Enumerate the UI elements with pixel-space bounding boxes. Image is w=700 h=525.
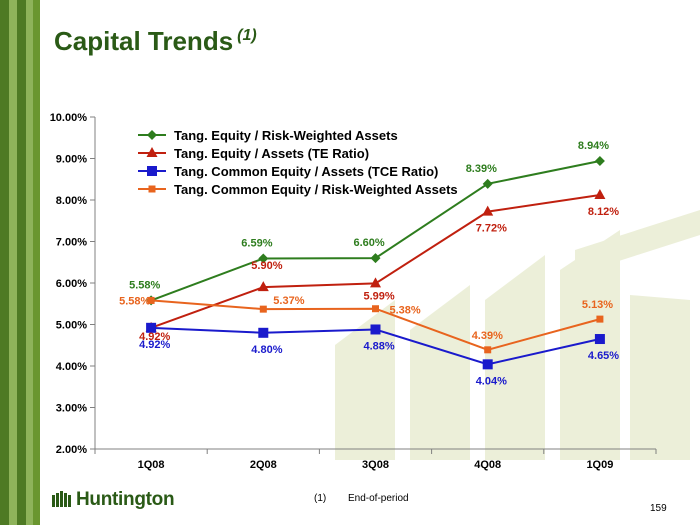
series-2 bbox=[145, 189, 606, 332]
y-tick-label: 10.00% bbox=[50, 112, 88, 124]
watermark-shape-1 bbox=[335, 300, 395, 460]
data-label: 5.58% bbox=[119, 295, 150, 307]
legend-item-3: Tang. Common Equity / Assets (TCE Ratio) bbox=[138, 164, 438, 179]
x-tick-label: 2Q08 bbox=[250, 459, 277, 471]
data-point bbox=[594, 189, 606, 200]
data-label: 4.39% bbox=[472, 330, 503, 342]
legend-item-1: Tang. Equity / Risk-Weighted Assets bbox=[138, 128, 398, 143]
y-tick-label: 4.00% bbox=[56, 361, 87, 373]
watermark-shape-5 bbox=[630, 295, 690, 460]
data-point bbox=[482, 205, 494, 216]
x-tick-label: 1Q08 bbox=[138, 459, 165, 471]
huntington-logo-icon bbox=[52, 491, 71, 507]
data-label: 5.58% bbox=[129, 279, 160, 291]
data-label: 7.72% bbox=[476, 223, 507, 235]
legend-label: Tang. Common Equity / Risk-Weighted Asse… bbox=[174, 182, 458, 197]
data-point bbox=[259, 305, 267, 313]
data-point bbox=[482, 178, 493, 189]
data-point bbox=[596, 315, 604, 323]
sidebar-stripe-2 bbox=[9, 0, 17, 525]
watermark-shape-4 bbox=[560, 230, 620, 460]
capital-trends-chart: 2.00% 3.00% 4.00% 5.00% 6.00% 7.00% 8.00% 9.00%… bbox=[50, 112, 700, 471]
footnote-text: End-of-period bbox=[348, 493, 409, 504]
legend-marker bbox=[146, 147, 158, 157]
data-labels-layer: 5.58% 6.59% 6.60% 8.39% 8.94% 4.92% 5.90% 5.99%… bbox=[119, 140, 619, 387]
series-4 bbox=[147, 296, 604, 354]
data-label: 4.88% bbox=[364, 340, 395, 352]
data-label: 8.94% bbox=[578, 140, 609, 152]
y-tick-label: 7.00% bbox=[56, 237, 87, 249]
data-point bbox=[482, 359, 493, 370]
y-tick-label: 6.00% bbox=[56, 278, 87, 290]
data-point bbox=[594, 334, 605, 345]
y-tick-label: 5.00% bbox=[56, 320, 87, 332]
x-tick-label: 4Q08 bbox=[474, 459, 501, 471]
footnote: (1) End-of-period bbox=[314, 493, 409, 504]
sidebar-stripe-3 bbox=[17, 0, 26, 525]
legend-item-4: Tang. Common Equity / Risk-Weighted Asse… bbox=[138, 182, 458, 197]
title-footnote-marker: (1) bbox=[237, 27, 257, 45]
legend-label: Tang. Equity / Assets (TE Ratio) bbox=[174, 146, 369, 161]
data-point bbox=[484, 346, 492, 354]
data-label: 6.60% bbox=[354, 237, 385, 249]
watermark-shape-2 bbox=[410, 285, 470, 460]
data-point bbox=[370, 253, 381, 264]
sidebar-stripe-5 bbox=[33, 0, 40, 525]
x-tick-label: 3Q08 bbox=[362, 459, 389, 471]
data-point bbox=[258, 327, 269, 338]
y-tick-label: 9.00% bbox=[56, 154, 87, 166]
data-label: 4.92% bbox=[139, 339, 170, 351]
series-layer bbox=[145, 155, 606, 370]
data-label: 5.90% bbox=[251, 260, 282, 272]
data-point bbox=[257, 281, 269, 292]
series-3 bbox=[146, 322, 605, 370]
decorative-sidebar bbox=[0, 0, 40, 525]
data-label: 8.39% bbox=[466, 163, 497, 175]
series-1 bbox=[146, 155, 605, 306]
legend-label: Tang. Equity / Risk-Weighted Assets bbox=[174, 128, 398, 143]
data-label: 5.13% bbox=[582, 299, 613, 311]
footnote-number: (1) bbox=[314, 493, 327, 504]
watermark-shape-6 bbox=[575, 210, 700, 275]
data-point bbox=[258, 253, 269, 264]
y-tick-label: 3.00% bbox=[56, 403, 87, 415]
data-point bbox=[370, 324, 381, 335]
chart-axes: 2.00% 3.00% 4.00% 5.00% 6.00% 7.00% 8.00% 9.00%… bbox=[50, 112, 657, 471]
huntington-logo-text: Huntington bbox=[76, 489, 175, 510]
legend-marker bbox=[147, 130, 157, 140]
y-tick-label: 8.00% bbox=[56, 195, 87, 207]
data-point bbox=[146, 322, 157, 333]
data-point bbox=[372, 305, 379, 313]
data-label: 5.37% bbox=[273, 295, 304, 307]
legend-label: Tang. Common Equity / Assets (TCE Ratio) bbox=[174, 164, 438, 179]
data-label: 4.65% bbox=[588, 350, 619, 362]
data-label: 6.59% bbox=[241, 238, 272, 250]
page-title: Capital Trends (1) bbox=[54, 26, 257, 57]
data-point bbox=[370, 277, 381, 288]
legend-marker bbox=[147, 166, 157, 176]
data-point bbox=[594, 155, 605, 166]
sidebar-stripe-4 bbox=[26, 0, 33, 525]
y-tick-label: 2.00% bbox=[56, 444, 87, 456]
data-label: 8.12% bbox=[588, 206, 619, 218]
data-label: 4.92% bbox=[139, 331, 170, 343]
chart-legend: Tang. Equity / Risk-Weighted Assets Tang.… bbox=[138, 128, 458, 197]
legend-item-2: Tang. Equity / Assets (TE Ratio) bbox=[138, 146, 369, 161]
page-number: 159 bbox=[650, 503, 667, 514]
legend-marker bbox=[148, 185, 156, 193]
data-label: 4.04% bbox=[476, 375, 507, 387]
sidebar-stripe-1 bbox=[0, 0, 9, 525]
x-tick-label: 1Q09 bbox=[586, 459, 613, 471]
data-label: 5.99% bbox=[364, 290, 395, 302]
huntington-logo: Huntington bbox=[52, 489, 175, 511]
data-label: 4.80% bbox=[251, 344, 282, 356]
page-title-text: Capital Trends bbox=[54, 26, 234, 56]
data-point bbox=[147, 296, 155, 304]
data-label: 5.38% bbox=[390, 305, 421, 317]
